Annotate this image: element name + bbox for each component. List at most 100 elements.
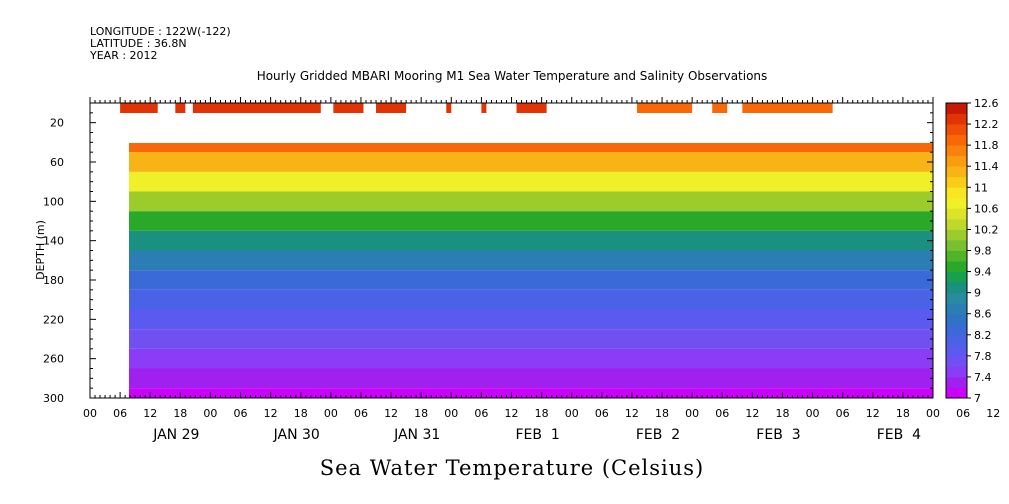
bottom-title: Sea Water Temperature (Celsius) (320, 456, 705, 480)
colorbar-label: 10.6 (974, 202, 999, 215)
colorbar-swatch (946, 366, 967, 378)
y-axis-label: DEPTH (m) (34, 220, 47, 280)
colorbar-swatch (946, 187, 967, 199)
temperature-band (129, 368, 933, 389)
x-day-label: JAN 30 (273, 427, 320, 443)
colorbar-swatch (946, 124, 967, 136)
x-day-label: JAN 31 (393, 427, 440, 443)
colorbar-label: 11.4 (974, 160, 999, 173)
x-tick-label: 12 (143, 407, 157, 420)
x-day-label: FEB 2 (636, 427, 680, 443)
x-tick-label: 12 (264, 407, 278, 420)
y-tick-label: 260 (43, 353, 64, 366)
x-tick-label: 06 (836, 407, 850, 420)
colorbar-label: 7.8 (974, 350, 992, 363)
colorbar-swatch (946, 334, 967, 346)
y-tick-label: 140 (43, 235, 64, 248)
x-tick-label: 00 (685, 407, 699, 420)
surface-observation (376, 103, 407, 113)
x-tick-label: 06 (956, 407, 970, 420)
y-tick-label: 20 (50, 117, 64, 130)
x-tick-label: 06 (474, 407, 488, 420)
colorbar-swatch (946, 218, 967, 230)
temperature-band (129, 309, 933, 330)
colorbar-swatch (946, 345, 967, 357)
x-tick-label: 12 (866, 407, 880, 420)
colorbar-label: 12.2 (974, 118, 999, 131)
x-tick-label: 00 (926, 407, 940, 420)
y-tick-label: 60 (50, 156, 64, 169)
colorbar-label: 8.6 (974, 308, 992, 321)
x-tick-label: 12 (505, 407, 519, 420)
temperature-band (129, 270, 933, 290)
temperature-band (129, 388, 933, 398)
x-tick-label: 06 (715, 407, 729, 420)
temperature-band (129, 211, 933, 231)
surface-observation (192, 103, 321, 113)
colorbar-label: 8.2 (974, 329, 992, 342)
temperature-band (129, 152, 933, 172)
latitude-label: LATITUDE : 36.8N (90, 37, 187, 50)
x-tick-label: 12 (384, 407, 398, 420)
x-tick-label: 06 (113, 407, 127, 420)
colorbar-swatch (946, 355, 967, 367)
surface-observation (446, 103, 452, 113)
plot-area: 20 60 100 140 180 220 260 300 00 06 12 18 00 06 12 18 00… (43, 97, 1000, 443)
colorbar-swatch (946, 208, 967, 220)
colorbar-label: 12.6 (974, 97, 999, 110)
colorbar-label: 7 (974, 392, 981, 405)
temperature-band (129, 143, 933, 153)
x-tick-label: 00 (83, 407, 97, 420)
x-tick-label: 18 (294, 407, 308, 420)
surface-observation (120, 103, 158, 113)
temperature-band (129, 171, 933, 192)
surface-observation (333, 103, 364, 113)
colorbar-label: 9.4 (974, 266, 992, 279)
colorbar-swatch (946, 176, 967, 188)
colorbar-swatch (946, 271, 967, 283)
colorbar-swatch (946, 134, 967, 146)
colorbar-swatch (946, 166, 967, 178)
x-tick-label: 18 (414, 407, 428, 420)
x-tick-label: 00 (444, 407, 458, 420)
x-tick-label: 12 (745, 407, 759, 420)
x-tick-label: 00 (565, 407, 579, 420)
surface-observation (712, 103, 728, 113)
temperature-band (129, 348, 933, 369)
surface-observation (175, 103, 186, 113)
colorbar-swatch (946, 376, 967, 388)
colorbar-label: 9.8 (974, 245, 992, 258)
temperature-band (129, 191, 933, 212)
x-tick-label: 18 (173, 407, 187, 420)
x-tick-label: 18 (535, 407, 549, 420)
colorbar-swatch (946, 324, 967, 336)
colorbar-label: 9 (974, 287, 981, 300)
colorbar-swatch (946, 282, 967, 294)
colorbar-swatch (946, 261, 967, 272)
colorbar-swatch (946, 113, 967, 125)
colorbar-label: 10.2 (974, 223, 999, 236)
colorbar-swatch (946, 292, 967, 304)
x-tick-label: 00 (324, 407, 338, 420)
x-day-label: FEB 4 (877, 427, 921, 443)
y-tick-label: 220 (43, 313, 64, 326)
temperature-band (129, 230, 933, 251)
colorbar-swatch (946, 303, 967, 315)
x-tick-label: 06 (354, 407, 368, 420)
x-tick-label: 06 (234, 407, 248, 420)
colorbar-label: 7.4 (974, 371, 992, 384)
colorbar-swatch (946, 239, 967, 251)
temperature-band (129, 250, 933, 271)
surface-observation (636, 103, 693, 113)
colorbar-label: 11.8 (974, 139, 999, 152)
y-tick-label: 300 (43, 392, 64, 405)
y-tick-label: 180 (43, 274, 64, 287)
surface-observation (481, 103, 487, 113)
x-tick-label: 18 (775, 407, 789, 420)
longitude-label: LONGITUDE : 122W(-122) (90, 25, 231, 38)
x-tick-label: 12 (986, 407, 1000, 420)
colorbar-swatch (946, 197, 967, 209)
surface-observation (742, 103, 833, 113)
colorbar-swatch (946, 250, 967, 262)
